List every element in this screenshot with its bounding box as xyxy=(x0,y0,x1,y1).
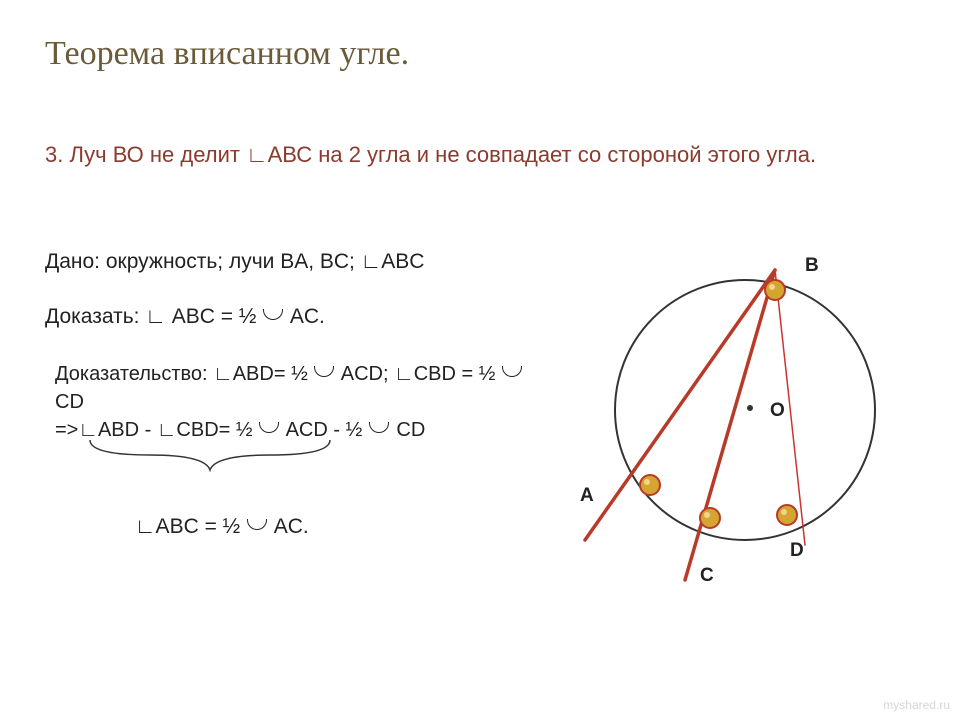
prove-angle: ∟ ABC = ½ xyxy=(145,305,262,328)
slide-title: Теорема вписанном угле. xyxy=(45,35,409,73)
prove-arc-label: AC. xyxy=(290,305,325,328)
proof-l1-arc2: CD xyxy=(55,391,84,413)
proof-l2-arc2: CD xyxy=(396,419,425,441)
given-line: Дано: окружность; лучи BA, BC; ∟ABC xyxy=(45,250,424,274)
prove-prefix: Доказать: xyxy=(45,305,145,328)
result-arc-label: AC. xyxy=(274,515,309,538)
arc-icon xyxy=(369,422,389,433)
proof-label: Доказательство: xyxy=(55,363,213,385)
point-label-b: B xyxy=(805,255,819,277)
proof-l1-b: ∟CBD = ½ xyxy=(394,363,501,385)
point-label-d: D xyxy=(790,540,804,562)
result-line: ∟ABC = ½ AC. xyxy=(135,515,309,539)
case-statement: 3. Луч ВО не делит ∟АВС на 2 угла и не с… xyxy=(45,140,816,170)
point-label-o: O xyxy=(770,400,785,422)
prove-line: Доказать: ∟ ABC = ½ AC. xyxy=(45,305,325,329)
arc-icon xyxy=(314,366,334,377)
curly-brace-icon xyxy=(80,430,340,480)
arc-icon xyxy=(247,519,267,530)
proof-l1-a: ∟ABD= ½ xyxy=(213,363,313,385)
proof-l1-arc1: ACD; xyxy=(341,363,394,385)
circle-diagram xyxy=(565,250,925,600)
arc-icon xyxy=(502,366,522,377)
point-label-c: C xyxy=(700,565,714,587)
arc-icon xyxy=(263,309,283,320)
watermark: myshared.ru xyxy=(883,698,950,712)
point-label-a: A xyxy=(580,485,594,507)
result-angle: ∟ABC = ½ xyxy=(135,515,246,538)
